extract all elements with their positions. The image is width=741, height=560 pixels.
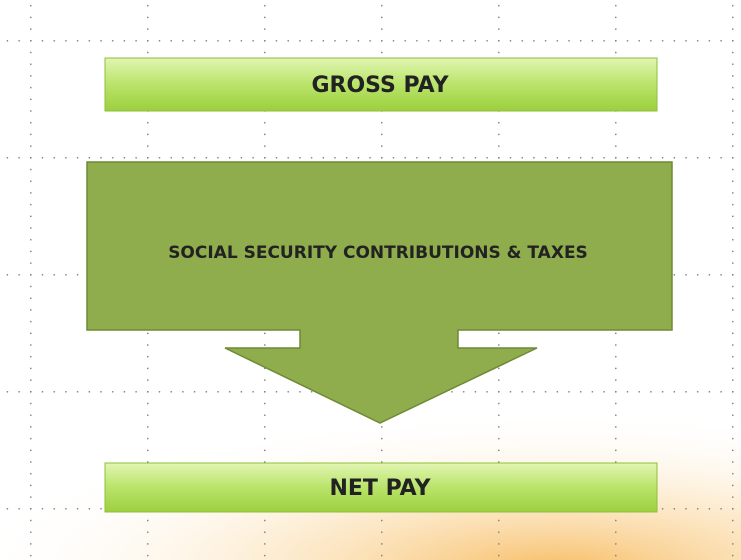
gross-pay-box [104,57,658,112]
net-pay-label: NET PAY [329,476,431,501]
net-pay-box [104,462,658,513]
deduction-label: SOCIAL SECURITY CONTRIBUTIONS & TAXES [168,243,588,263]
deduction-arrow [86,161,673,424]
gross-pay-label: GROSS PAY [311,73,449,98]
